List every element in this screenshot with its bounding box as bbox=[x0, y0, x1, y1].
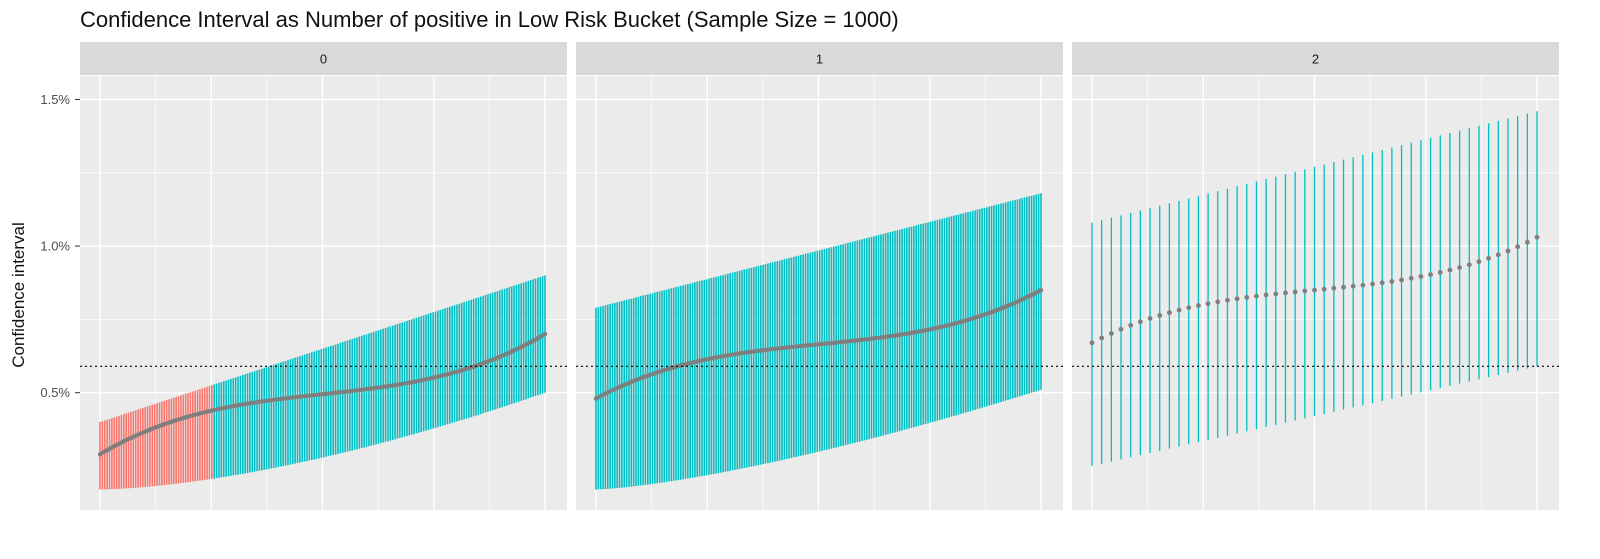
point-estimate bbox=[1302, 288, 1308, 294]
point-estimate bbox=[1157, 313, 1163, 318]
facet-strip-label: 2 bbox=[1312, 52, 1319, 67]
y-axis-label: Confidence interval bbox=[9, 222, 28, 368]
point-estimate bbox=[1234, 296, 1240, 302]
chart-title: Confidence Interval as Number of positiv… bbox=[80, 7, 899, 32]
point-estimate bbox=[1137, 319, 1143, 325]
facet-strip-label: 0 bbox=[320, 52, 327, 67]
point-estimate bbox=[1196, 303, 1201, 308]
point-estimate bbox=[1321, 286, 1327, 292]
point-estimate bbox=[1428, 272, 1433, 277]
y-tick-label: 0.5% bbox=[40, 385, 70, 400]
point-estimate bbox=[1486, 255, 1492, 261]
point-estimate bbox=[1108, 331, 1114, 336]
point-estimate bbox=[1524, 239, 1530, 245]
point-estimate bbox=[1254, 293, 1259, 299]
facet-panel-1: 1 bbox=[576, 42, 1063, 510]
point-estimate bbox=[1186, 305, 1192, 311]
point-estimate bbox=[1089, 340, 1095, 346]
facet-panels: 0 1 2 bbox=[80, 42, 1559, 510]
y-tick-label: 1.5% bbox=[40, 92, 70, 107]
facet-strip bbox=[80, 42, 567, 75]
point-estimate bbox=[1495, 252, 1501, 258]
point-estimate bbox=[1292, 289, 1298, 295]
point-estimate bbox=[1225, 297, 1230, 303]
point-estimate bbox=[1466, 262, 1472, 268]
point-estimate bbox=[1505, 248, 1511, 254]
point-estimate bbox=[1447, 267, 1453, 273]
point-estimate bbox=[1118, 326, 1124, 332]
point-estimate bbox=[1147, 316, 1153, 321]
point-estimate bbox=[1476, 259, 1482, 265]
point-estimate bbox=[1389, 278, 1395, 284]
facet-strip bbox=[576, 42, 1063, 75]
point-estimate bbox=[1418, 274, 1424, 279]
point-estimate bbox=[1437, 270, 1443, 275]
facet-strip bbox=[1072, 42, 1559, 75]
point-estimate bbox=[1350, 283, 1356, 289]
point-estimate bbox=[1244, 294, 1250, 300]
point-estimate bbox=[1215, 299, 1221, 305]
point-estimate bbox=[1360, 282, 1366, 288]
point-estimate bbox=[1341, 284, 1346, 290]
point-estimate bbox=[1283, 290, 1288, 296]
facet-panel-0: 0 bbox=[80, 42, 567, 510]
point-estimate bbox=[1038, 287, 1044, 293]
point-estimate bbox=[1099, 335, 1105, 341]
point-estimate bbox=[1515, 244, 1521, 250]
y-axis-ticks: 0.5% 1.0% 1.5% bbox=[40, 92, 80, 400]
point-estimate bbox=[1457, 265, 1463, 270]
point-estimate bbox=[1534, 234, 1540, 240]
point-estimate bbox=[1273, 291, 1279, 297]
point-estimate bbox=[1331, 285, 1337, 291]
point-estimate bbox=[1399, 277, 1404, 283]
point-estimate bbox=[1176, 307, 1182, 313]
y-tick-label: 1.0% bbox=[40, 239, 70, 254]
point-estimate bbox=[1128, 322, 1134, 328]
panel-background bbox=[1072, 76, 1559, 510]
facet-panel-2: 2 bbox=[1072, 42, 1559, 510]
point-estimate bbox=[1263, 292, 1269, 298]
facet-strip-label: 1 bbox=[816, 52, 823, 67]
point-estimate bbox=[1379, 280, 1385, 286]
point-estimate bbox=[1205, 301, 1211, 307]
point-estimate bbox=[1370, 281, 1375, 287]
point-estimate bbox=[1312, 287, 1317, 293]
point-estimate bbox=[1408, 275, 1414, 281]
point-estimate bbox=[542, 331, 548, 337]
point-estimate bbox=[1166, 310, 1172, 316]
